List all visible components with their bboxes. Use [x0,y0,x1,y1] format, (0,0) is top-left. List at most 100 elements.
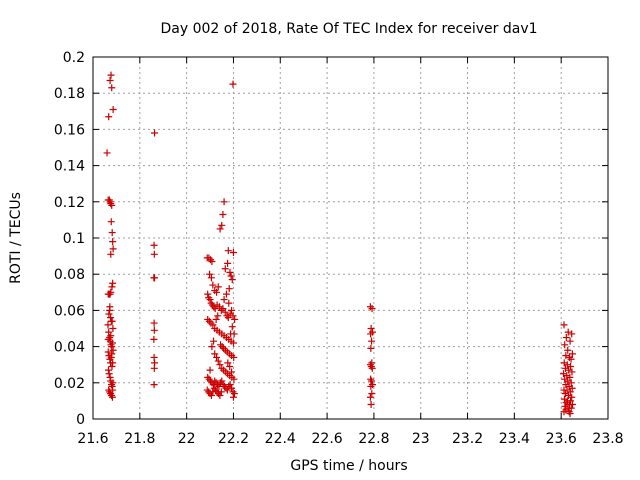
data-point [213,353,221,361]
data-point [107,71,115,79]
data-point [567,397,575,405]
data-point [150,250,158,258]
data-point [220,296,228,304]
data-point [228,306,236,314]
data-point [367,344,375,352]
data-point [224,314,232,322]
data-point [204,315,212,323]
plot-frame [92,56,609,420]
data-point [106,77,114,85]
data-point [228,276,236,284]
data-point [367,330,375,338]
x-tick-label: 23.4 [499,431,530,447]
data-point [220,198,228,206]
data-point [218,343,226,351]
data-point [567,404,575,412]
data-point [368,390,376,398]
data-point [566,337,574,345]
data-point [229,248,237,256]
data-point [568,393,576,401]
data-point [109,105,117,113]
data-point [367,382,375,390]
data-point [214,283,222,291]
data-point [109,325,117,332]
data-point [209,321,217,329]
data-point [230,330,238,338]
data-point [560,321,568,329]
data-point [213,288,221,296]
data-point [211,305,219,313]
x-tick-label: 22.6 [312,431,343,447]
data-point [367,401,375,409]
data-point [150,274,158,282]
tick-layer: 21.6 21.8 22 22.2 22.4 22.6 22.8 23 23.2 23.4 23.6… [54,50,624,447]
data-point [221,265,229,273]
data-point [205,317,213,325]
data-point [566,373,574,381]
x-tick-label: 22.4 [265,431,296,447]
data-point [368,364,376,372]
data-point [150,326,158,334]
data-point [564,377,572,385]
data-point [223,312,231,320]
data-point [206,296,214,304]
data-point [228,323,236,331]
data-point [150,335,158,343]
data-point [107,314,115,322]
data-point [207,391,215,399]
data-point [108,84,116,92]
data-point [108,363,116,371]
data-point [107,250,115,258]
data-point [368,337,376,345]
data-point [108,201,116,209]
data-point [108,283,116,291]
data-point [107,218,115,226]
data-point [208,343,216,351]
data-point [224,359,232,367]
data-point [105,370,113,378]
data-point [204,290,212,298]
data-point [226,381,234,389]
data-point [229,339,237,347]
data-point [368,305,376,313]
grid-layer [93,57,608,419]
data-point [105,310,113,318]
data-point [108,393,116,401]
data-point [206,270,214,278]
data-point [207,256,215,264]
data-point [218,377,226,385]
data-point [214,312,222,320]
y-tick-label: 0.14 [54,159,85,175]
data-point [366,393,374,401]
data-point [225,299,233,307]
data-point [210,337,218,345]
y-tick-label: 0 [76,412,85,428]
data-point [224,259,232,267]
data-point [229,80,237,88]
data-point [229,393,237,401]
data-point [230,353,238,361]
data-point [104,348,112,356]
x-tick-label: 23 [412,431,430,447]
data-point [216,391,224,399]
data-point [227,272,235,280]
data-point [208,258,216,266]
data-point [230,390,238,398]
data-point [568,368,576,376]
data-point [104,321,112,329]
data-point [104,366,112,374]
data-point [560,408,568,416]
data-point [219,210,227,218]
data-point [106,303,114,311]
data-point [109,346,117,354]
x-tick-label: 23.8 [592,431,623,447]
data-point [216,361,224,369]
data-point [109,238,117,246]
data-point [211,350,219,358]
data-point [561,341,569,349]
x-tick-label: 22.8 [358,431,389,447]
data-point [566,388,574,396]
data-point [107,332,115,340]
data-point [150,319,158,327]
